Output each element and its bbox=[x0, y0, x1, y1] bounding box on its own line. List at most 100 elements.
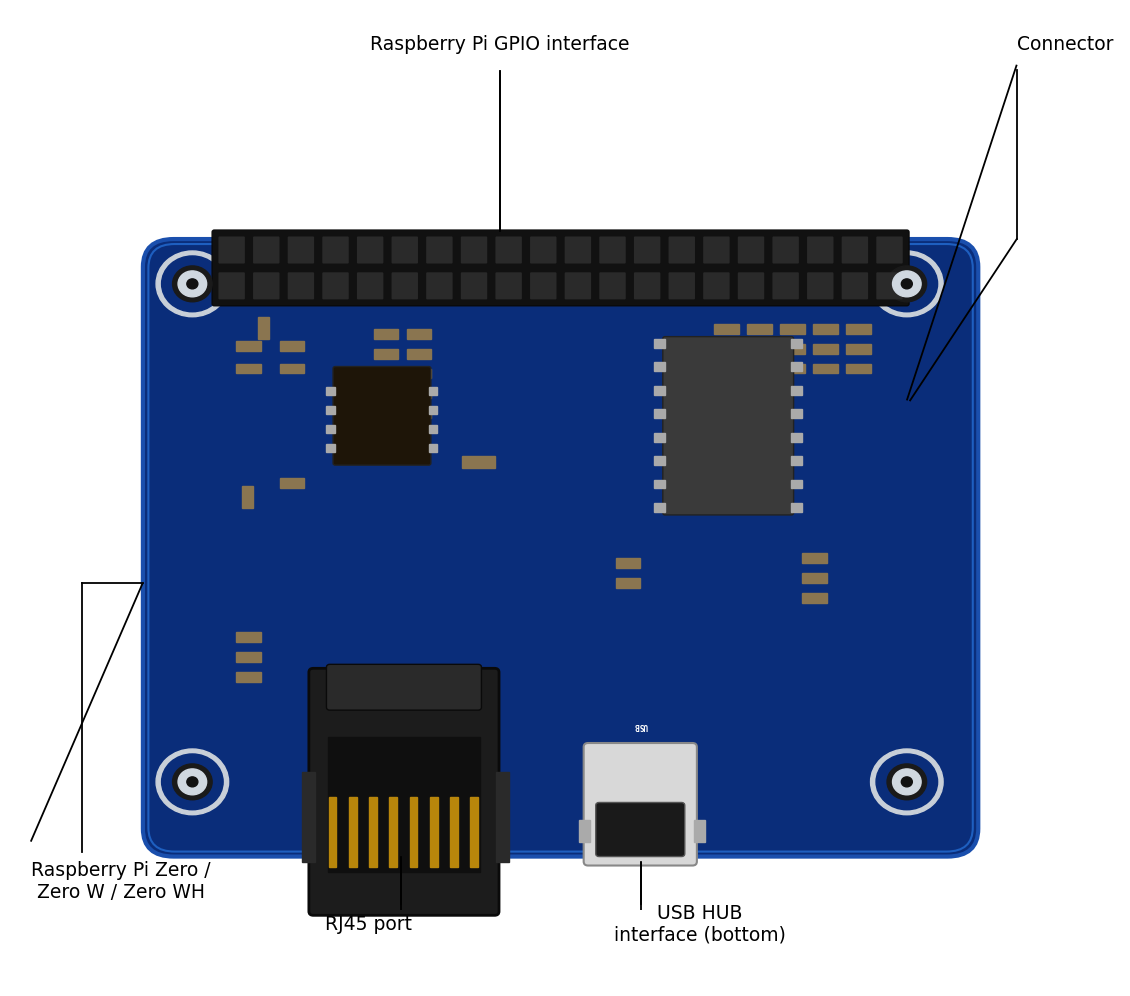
Bar bbox=[654, 503, 664, 512]
Bar bbox=[236, 364, 261, 374]
Bar bbox=[781, 324, 805, 334]
FancyBboxPatch shape bbox=[565, 272, 591, 300]
Bar bbox=[791, 385, 802, 394]
Circle shape bbox=[902, 279, 912, 289]
FancyBboxPatch shape bbox=[426, 236, 453, 264]
Text: RJ45 port: RJ45 port bbox=[324, 914, 411, 934]
FancyBboxPatch shape bbox=[663, 337, 793, 515]
Bar bbox=[714, 324, 739, 334]
Bar bbox=[654, 432, 664, 441]
FancyBboxPatch shape bbox=[426, 272, 453, 300]
FancyBboxPatch shape bbox=[599, 272, 626, 300]
Circle shape bbox=[162, 754, 223, 810]
Bar bbox=[374, 388, 398, 398]
FancyBboxPatch shape bbox=[703, 236, 730, 264]
Text: USB: USB bbox=[633, 720, 647, 730]
Bar bbox=[374, 408, 398, 418]
FancyBboxPatch shape bbox=[876, 236, 903, 264]
Bar bbox=[791, 432, 802, 441]
FancyBboxPatch shape bbox=[530, 236, 556, 264]
FancyBboxPatch shape bbox=[253, 236, 279, 264]
FancyBboxPatch shape bbox=[333, 367, 431, 465]
Bar bbox=[327, 387, 336, 395]
Circle shape bbox=[870, 251, 944, 317]
Bar bbox=[349, 797, 357, 867]
Bar bbox=[654, 456, 664, 465]
Bar bbox=[781, 364, 805, 374]
Circle shape bbox=[173, 266, 212, 302]
Bar bbox=[654, 479, 664, 488]
FancyBboxPatch shape bbox=[530, 272, 556, 300]
FancyBboxPatch shape bbox=[322, 272, 349, 300]
Circle shape bbox=[186, 777, 198, 787]
FancyBboxPatch shape bbox=[773, 272, 799, 300]
Circle shape bbox=[893, 769, 921, 795]
Bar bbox=[280, 341, 304, 351]
Bar bbox=[370, 797, 377, 867]
Bar bbox=[846, 324, 870, 334]
Bar bbox=[616, 558, 640, 568]
FancyBboxPatch shape bbox=[461, 272, 487, 300]
FancyBboxPatch shape bbox=[392, 236, 418, 264]
Bar bbox=[407, 349, 431, 359]
FancyBboxPatch shape bbox=[773, 236, 799, 264]
Circle shape bbox=[887, 764, 927, 800]
Circle shape bbox=[876, 256, 938, 312]
FancyBboxPatch shape bbox=[842, 272, 868, 300]
Bar bbox=[802, 593, 826, 603]
FancyBboxPatch shape bbox=[842, 236, 868, 264]
FancyBboxPatch shape bbox=[495, 272, 522, 300]
Bar bbox=[236, 652, 261, 662]
Bar bbox=[280, 478, 304, 488]
Bar bbox=[428, 387, 437, 395]
FancyBboxPatch shape bbox=[565, 236, 591, 264]
Bar bbox=[747, 324, 772, 334]
Bar bbox=[791, 503, 802, 512]
Bar bbox=[374, 329, 398, 339]
FancyBboxPatch shape bbox=[357, 272, 383, 300]
FancyBboxPatch shape bbox=[218, 236, 245, 264]
Bar bbox=[407, 369, 431, 378]
Bar bbox=[236, 341, 261, 351]
Text: Raspberry Pi GPIO interface: Raspberry Pi GPIO interface bbox=[371, 35, 629, 55]
FancyBboxPatch shape bbox=[807, 272, 834, 300]
Bar bbox=[428, 444, 437, 452]
FancyBboxPatch shape bbox=[669, 236, 695, 264]
FancyBboxPatch shape bbox=[212, 230, 909, 306]
Bar bbox=[781, 344, 805, 354]
FancyBboxPatch shape bbox=[357, 236, 383, 264]
Bar bbox=[390, 797, 397, 867]
Circle shape bbox=[887, 266, 927, 302]
FancyBboxPatch shape bbox=[738, 272, 764, 300]
FancyBboxPatch shape bbox=[599, 236, 626, 264]
Bar bbox=[470, 797, 478, 867]
Bar bbox=[616, 578, 640, 588]
Bar bbox=[580, 820, 590, 842]
Bar bbox=[654, 385, 664, 394]
Circle shape bbox=[186, 279, 198, 289]
Bar bbox=[694, 820, 705, 842]
Circle shape bbox=[179, 271, 207, 297]
Bar bbox=[714, 344, 739, 354]
Bar bbox=[846, 344, 870, 354]
FancyBboxPatch shape bbox=[634, 236, 660, 264]
Bar bbox=[791, 339, 802, 348]
Bar bbox=[654, 363, 664, 372]
Bar bbox=[329, 797, 337, 867]
FancyBboxPatch shape bbox=[807, 236, 834, 264]
Bar bbox=[327, 425, 336, 433]
Bar bbox=[236, 672, 261, 682]
Circle shape bbox=[173, 764, 212, 800]
Bar bbox=[374, 369, 398, 378]
Bar bbox=[410, 797, 417, 867]
Bar bbox=[654, 339, 664, 348]
FancyBboxPatch shape bbox=[327, 664, 481, 710]
Circle shape bbox=[156, 749, 228, 815]
Bar bbox=[814, 364, 837, 374]
Circle shape bbox=[179, 769, 207, 795]
Bar bbox=[236, 632, 261, 642]
Text: Connector: Connector bbox=[1017, 35, 1113, 55]
Bar bbox=[302, 772, 315, 862]
Bar bbox=[714, 364, 739, 374]
FancyBboxPatch shape bbox=[669, 272, 695, 300]
